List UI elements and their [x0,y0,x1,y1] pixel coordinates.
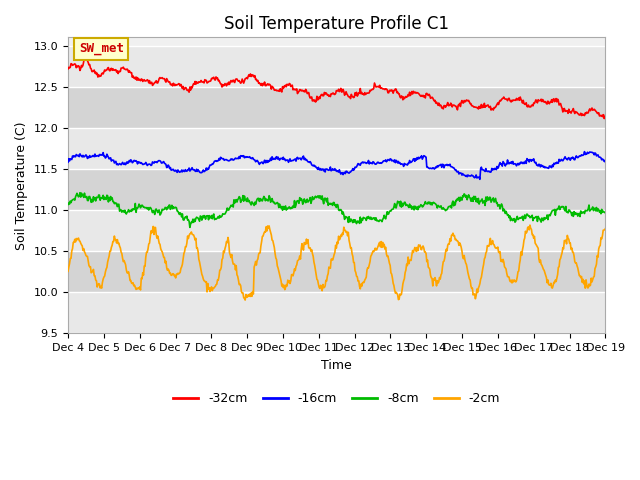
Bar [68,87,605,128]
Bar [68,251,605,292]
Legend: -32cm, -16cm, -8cm, -2cm: -32cm, -16cm, -8cm, -2cm [168,387,505,410]
Bar [68,46,605,87]
Y-axis label: Soil Temperature (C): Soil Temperature (C) [15,121,28,250]
X-axis label: Time: Time [321,359,352,372]
Bar [68,292,605,334]
Bar [68,128,605,169]
Text: SW_met: SW_met [79,42,124,56]
Bar [68,169,605,210]
Bar [68,210,605,251]
Title: Soil Temperature Profile C1: Soil Temperature Profile C1 [224,15,449,33]
